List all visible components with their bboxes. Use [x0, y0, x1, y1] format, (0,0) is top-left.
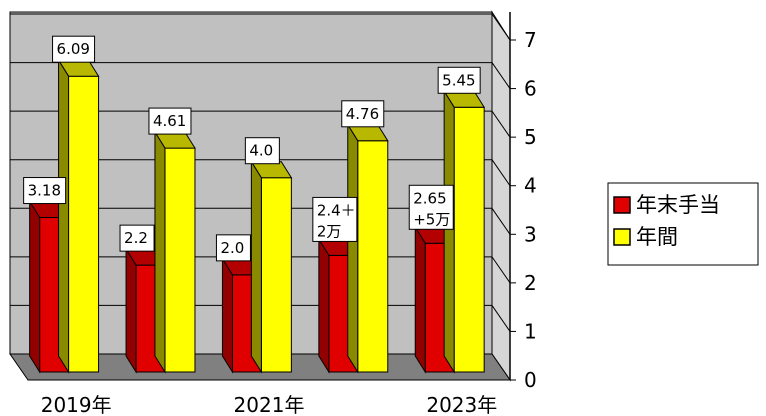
- data-label-box: [312, 196, 358, 242]
- data-label-text: 2.65: [413, 189, 446, 207]
- bar-side-1-0: [58, 58, 70, 374]
- legend-label: 年間: [636, 225, 678, 249]
- bar-side-1-3: [347, 123, 359, 374]
- data-label-text: 6.09: [57, 40, 90, 58]
- y-tick-label: 5: [524, 125, 537, 149]
- data-label-text: 3.18: [28, 182, 61, 200]
- bar-side-0-0: [29, 199, 41, 374]
- data-label-box: [408, 184, 454, 230]
- bar-side-1-1: [154, 130, 166, 374]
- data-label-1-0: 6.09: [52, 35, 96, 63]
- bar-side-1-4: [443, 89, 455, 374]
- data-label-0-3: 2.4＋ 2万: [312, 196, 358, 242]
- data-label-text: 2.0: [220, 239, 244, 257]
- data-label-1-1: 4.61: [148, 107, 192, 135]
- x-tick-label: 2021年: [234, 393, 305, 416]
- gridline-side: [491, 13, 511, 41]
- y-tick-label: 4: [524, 174, 537, 198]
- bars: [28, 58, 486, 374]
- bar-1-1: [164, 147, 196, 373]
- data-label-text: 4.61: [153, 112, 186, 130]
- data-label-1-3: 4.76: [341, 100, 385, 128]
- bar-1-4: [453, 106, 485, 373]
- legend-label: 年末手当: [636, 193, 720, 217]
- gridline-side: [491, 208, 511, 235]
- legend-swatch: [613, 228, 631, 246]
- data-label-0-2: 2.0: [215, 234, 251, 262]
- bar-1-2: [260, 177, 292, 373]
- data-label-0-4: 2.65 +5万: [408, 184, 454, 230]
- y-tick-label: 6: [524, 77, 537, 101]
- x-tick-label: 2019年: [41, 393, 112, 416]
- y-tick-label: 0: [524, 368, 537, 392]
- data-label-1-4: 5.45: [437, 66, 481, 94]
- bar-side-0-3: [318, 237, 330, 374]
- data-labels: 3.18 2.2 2.0 2.4＋ 2万 2.65 +5万 6.09 4.61 4.0 4.76 5.…: [23, 35, 481, 262]
- legend-box: [607, 182, 759, 266]
- data-label-text: 5.45: [442, 71, 475, 89]
- data-label-box: [52, 35, 96, 63]
- data-label-box: [148, 107, 192, 135]
- data-label-text: 2.4＋: [317, 201, 356, 219]
- bar-1-3: [357, 140, 389, 373]
- data-label-box: [244, 137, 280, 165]
- y-tick-label: 1: [524, 319, 537, 343]
- y-axis: 0 1 2 3 4 5 6 7: [509, 12, 537, 392]
- data-label-text: 4.0: [249, 142, 273, 160]
- gridline-side: [491, 305, 511, 332]
- x-axis: 2019年 2021年 2023年: [28, 379, 510, 416]
- gridline-side: [491, 62, 511, 89]
- bar-side-1-2: [250, 159, 262, 374]
- bar-side-0-4: [414, 225, 426, 374]
- gridline-side: [491, 110, 511, 138]
- data-label-box: [437, 66, 481, 94]
- data-label-text: 4.76: [346, 105, 379, 123]
- legend-swatch: [613, 196, 631, 214]
- bar-1-0: [68, 75, 100, 373]
- bar-side-0-1: [125, 247, 137, 374]
- data-label-box: [23, 177, 67, 205]
- data-label-box: [119, 224, 155, 252]
- gridline-side: [491, 159, 511, 186]
- data-label-0-0: 3.18: [23, 177, 67, 205]
- bar-side-0-2: [221, 257, 233, 374]
- data-label-box: [215, 234, 251, 262]
- gridline-side: [491, 256, 511, 284]
- y-tick-label: 2: [524, 271, 537, 295]
- data-label-box: [341, 100, 385, 128]
- data-label-1-2: 4.0: [244, 137, 280, 165]
- data-label-text: 2.2: [124, 229, 148, 247]
- x-tick-label: 2023年: [426, 393, 497, 416]
- data-label-text: +5万: [413, 210, 450, 228]
- data-label-0-1: 2.2: [119, 224, 155, 252]
- y-tick-label: 7: [524, 28, 537, 52]
- y-tick-label: 3: [524, 222, 537, 246]
- data-label-text: 2万: [317, 222, 342, 240]
